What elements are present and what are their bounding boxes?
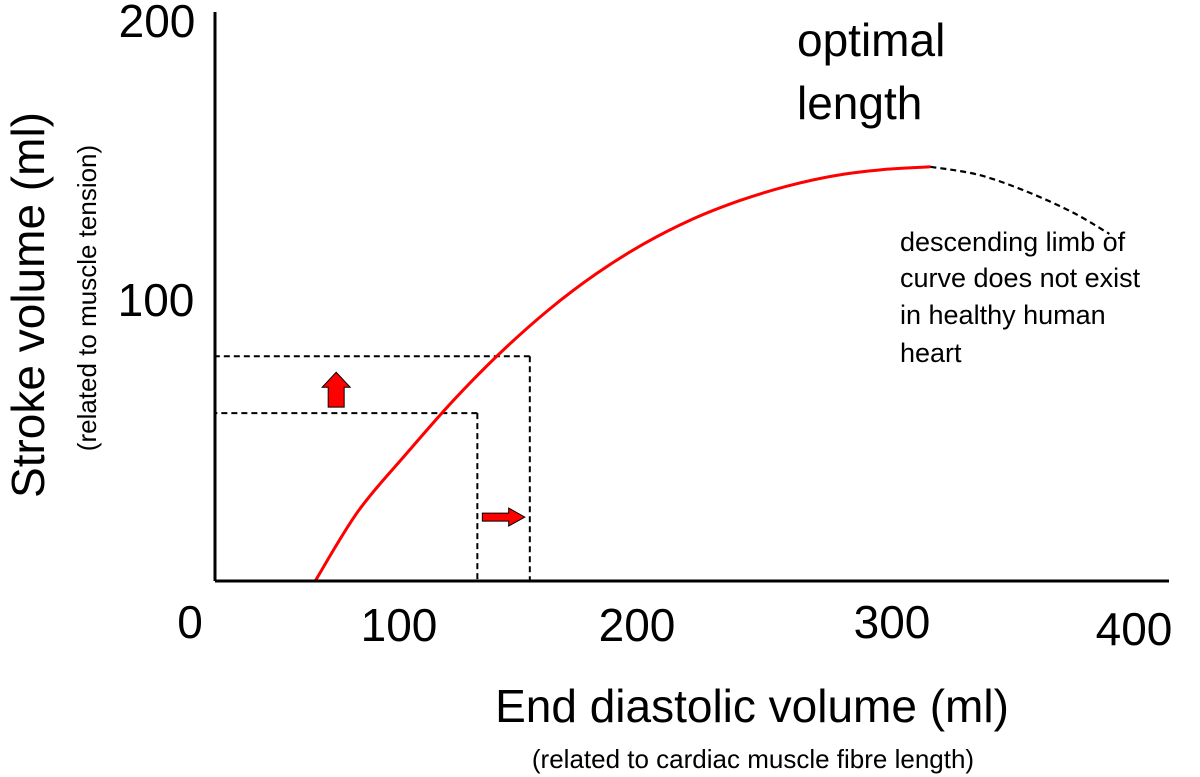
y-axis-subtitle: (related to muscle tension) xyxy=(72,145,102,451)
annotation-line: optimal xyxy=(797,14,945,66)
annotation-line: length xyxy=(797,77,922,129)
descending-limb-line xyxy=(930,165,1110,235)
y-tick-label: 100 xyxy=(118,274,195,326)
y-tick-label: 200 xyxy=(119,0,196,47)
x-axis-subtitle: (related to cardiac muscle fibre length) xyxy=(532,744,974,774)
reference-lines xyxy=(215,355,531,581)
x-tick-label: 200 xyxy=(599,599,676,651)
frank-starling-curve xyxy=(313,165,931,582)
x-tick-label: 400 xyxy=(1096,603,1173,655)
optimal-length-annotation: optimal length xyxy=(797,14,958,129)
increase-arrow-right xyxy=(481,507,526,527)
arrows-layer xyxy=(321,371,526,527)
annotation-line: curve does not exist xyxy=(900,263,1141,293)
x-tick-label: 100 xyxy=(361,599,438,651)
curve-layer xyxy=(313,165,1110,582)
x-tick-label: 300 xyxy=(854,596,931,648)
annotation-line: in healthy human xyxy=(900,300,1106,330)
descending-limb-annotation: descending limb of curve does not exist … xyxy=(900,227,1148,368)
x-tick-label: 0 xyxy=(177,596,203,648)
y-axis-title: Stroke volume (ml) xyxy=(2,112,54,498)
annotation-line: heart xyxy=(900,338,962,368)
x-axis-title: End diastolic volume (ml) xyxy=(495,680,1009,732)
increase-arrow-up xyxy=(321,371,352,408)
annotation-line: descending limb of xyxy=(900,227,1126,257)
